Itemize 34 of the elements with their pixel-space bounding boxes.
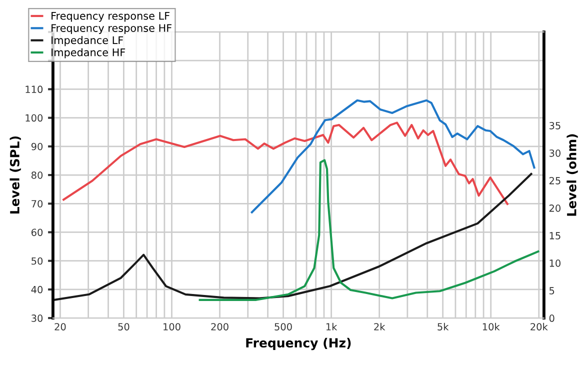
- y-tick-label: 100: [26, 114, 43, 122]
- y2-tick-label: 20: [549, 204, 560, 212]
- y2-tick-label: 25: [549, 177, 560, 184]
- y-tick-label: 80: [31, 172, 43, 179]
- y2-axis-title: Level (ohm): [566, 134, 578, 216]
- y-tick-label: 30: [32, 314, 43, 322]
- x-tick-label: 200: [211, 323, 228, 330]
- y2-tick-label: 30: [550, 150, 560, 157]
- x-tick-label: 20: [54, 323, 66, 330]
- y-tick-label: 70: [32, 200, 43, 208]
- y2-tick-label: 5: [550, 287, 554, 294]
- x-axis-title: Frequency (Hz): [246, 338, 351, 350]
- x-tick-label: 5k: [438, 322, 449, 330]
- y-axis-title: Level (SPL): [10, 136, 21, 214]
- x-tick-label: 10k: [482, 322, 500, 330]
- x-tick-label: 500: [274, 323, 292, 330]
- x-tick-label: 50: [118, 323, 130, 330]
- legend-label: Frequency response LF: [52, 12, 170, 22]
- x-tick-label: 20k: [530, 322, 548, 330]
- y2-tick-label: 0: [549, 314, 554, 322]
- y2-tick-label: 35: [550, 122, 560, 130]
- x-tick-label: 1k: [326, 322, 338, 330]
- legend-label: Impedance LF: [52, 36, 124, 46]
- y-tick-label: 50: [32, 257, 43, 265]
- y-tick-label: 90: [31, 142, 43, 150]
- y-tick-label: 110: [26, 86, 43, 94]
- legend-label: Frequency response HF: [52, 24, 172, 34]
- legend-label: Impedance HF: [52, 48, 126, 58]
- x-tick-label: 100: [164, 323, 180, 330]
- y-tick-label: 40: [31, 286, 43, 294]
- y-tick-label: 60: [32, 228, 43, 236]
- y2-tick-label: 15: [550, 232, 560, 240]
- y2-tick-label: 10: [550, 260, 560, 267]
- x-tick-label: 2k: [374, 322, 386, 330]
